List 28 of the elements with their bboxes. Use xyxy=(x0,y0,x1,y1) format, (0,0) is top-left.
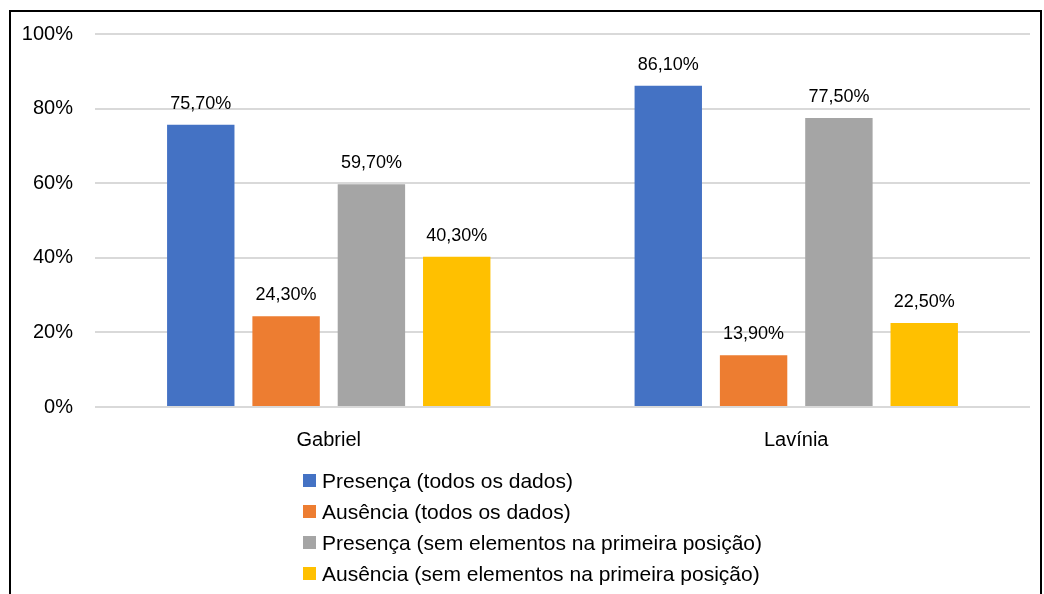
bar xyxy=(167,124,235,406)
y-tick-label: 0% xyxy=(44,394,74,417)
data-label: 75,70% xyxy=(170,92,232,113)
data-label: 22,50% xyxy=(893,291,955,312)
data-label: 86,10% xyxy=(637,53,699,74)
legend-label: Presença (sem elementos na primeira posição) xyxy=(322,530,763,555)
data-label: 59,70% xyxy=(340,152,402,173)
data-label: 24,30% xyxy=(255,284,317,305)
data-label: 13,90% xyxy=(723,323,785,344)
bar xyxy=(890,323,958,406)
data-label: 77,50% xyxy=(808,85,870,106)
bar xyxy=(719,355,788,406)
y-tick-label: 100% xyxy=(21,21,74,44)
y-tick-label: 80% xyxy=(32,96,74,119)
y-tick-label: 40% xyxy=(32,245,74,268)
x-tick-label: Gabriel xyxy=(296,427,361,450)
bar xyxy=(423,256,491,406)
y-tick-label: 20% xyxy=(32,319,74,342)
bar xyxy=(337,184,406,406)
legend-label: Ausência (sem elementos na primeira posição) xyxy=(322,561,760,586)
data-label: 40,30% xyxy=(426,224,488,245)
x-tick-label: Lavínia xyxy=(764,427,830,450)
legend-label: Presença (todos os dados) xyxy=(322,468,573,493)
bar xyxy=(634,85,702,406)
bar xyxy=(805,117,873,406)
bar xyxy=(252,316,320,406)
legend-label: Ausência (todos os dados) xyxy=(322,499,571,524)
y-tick-label: 60% xyxy=(32,170,74,193)
